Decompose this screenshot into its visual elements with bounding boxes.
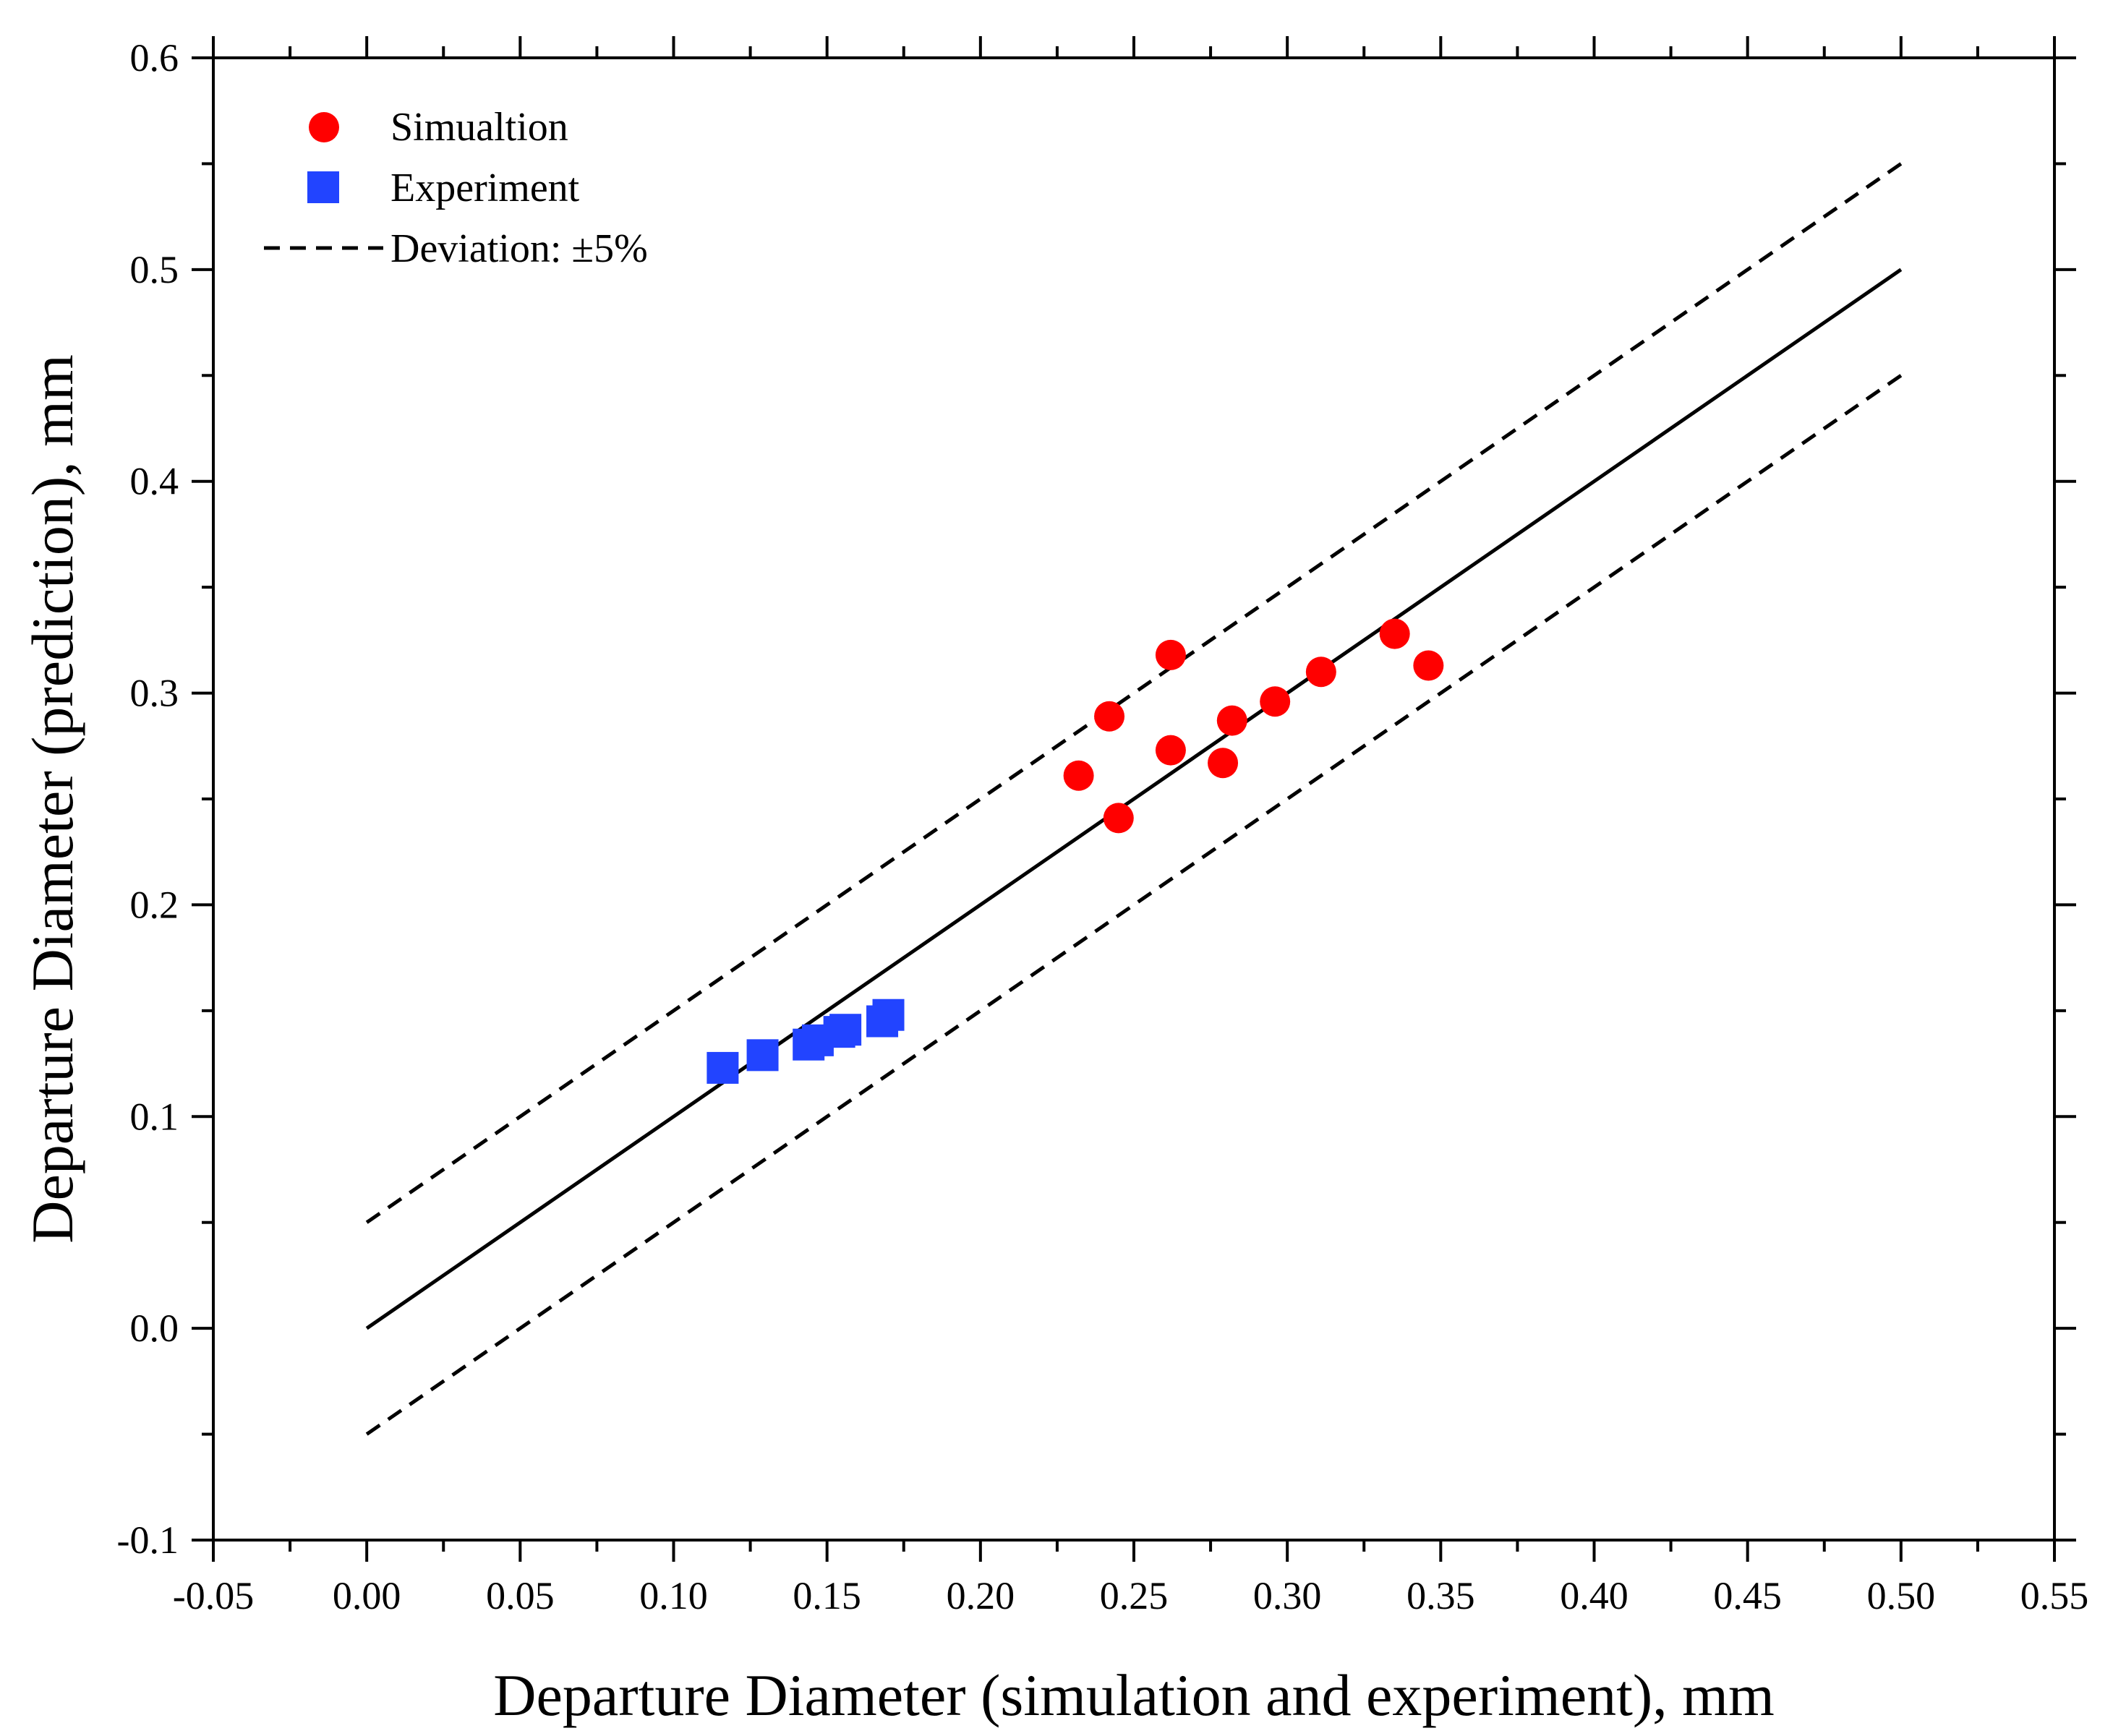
y-tick-label: -0.1 <box>117 1518 179 1562</box>
experiment-point <box>872 999 905 1031</box>
x-tick-label: 0.00 <box>333 1574 401 1617</box>
simulation-point <box>1260 686 1291 717</box>
x-axis-title: Departure Diameter (simulation and exper… <box>493 1662 1775 1728</box>
y-tick-label: 0.6 <box>130 36 179 80</box>
identity-line <box>365 268 1903 1330</box>
legend-label-deviation: Deviation: ±5% <box>390 226 648 271</box>
x-tick-label: 0.40 <box>1560 1574 1628 1617</box>
deviation-line <box>365 374 1903 1436</box>
simulation-point <box>1208 748 1239 779</box>
x-tick-label: 0.25 <box>1100 1574 1169 1617</box>
legend-marker-experiment <box>307 171 339 203</box>
simulation-point <box>1379 618 1410 649</box>
x-tick-label: 0.15 <box>793 1574 861 1617</box>
simulation-point <box>1103 803 1134 834</box>
x-tick-label: 0.35 <box>1406 1574 1475 1617</box>
experiment-point <box>746 1039 779 1072</box>
x-tick-label: 0.05 <box>486 1574 555 1617</box>
x-tick-label: 0.10 <box>639 1574 708 1617</box>
deviation-line <box>365 162 1903 1224</box>
legend-marker-simulation <box>309 112 339 142</box>
y-tick-label: 0.5 <box>130 248 179 291</box>
axis-ticks <box>192 36 2076 1562</box>
y-tick-label: 0.3 <box>130 672 179 715</box>
y-tick-label: 0.0 <box>130 1307 179 1350</box>
simulation-point <box>1155 735 1186 766</box>
experiment-point <box>707 1051 739 1084</box>
y-tick-label: 0.4 <box>130 460 179 503</box>
x-tick-label: -0.05 <box>173 1574 254 1617</box>
legend: Simualtion Experiment Deviation: ±5% <box>264 105 648 271</box>
y-tick-label: 0.1 <box>130 1095 179 1138</box>
simulation-point <box>1063 760 1094 791</box>
simulation-point <box>1305 657 1336 688</box>
x-tick-label: 0.55 <box>2020 1574 2089 1617</box>
simulation-point <box>1216 705 1247 736</box>
legend-label-experiment: Experiment <box>390 166 580 210</box>
experiment-point <box>829 1014 862 1046</box>
x-tick-label: 0.45 <box>1713 1574 1782 1617</box>
x-tick-label: 0.30 <box>1253 1574 1322 1617</box>
legend-label-simulation: Simualtion <box>390 105 568 150</box>
data-points <box>707 618 1444 1084</box>
x-tick-label: 0.20 <box>947 1574 1015 1617</box>
y-axis-title: Departure Diameter (prediction), mm <box>20 354 85 1243</box>
simulation-point <box>1413 650 1444 681</box>
reference-lines <box>365 162 1903 1436</box>
simulation-point <box>1094 701 1125 732</box>
y-tick-label: 0.2 <box>130 883 179 926</box>
x-tick-label: 0.50 <box>1867 1574 1936 1617</box>
axis-tick-labels: -0.05 0.00 0.05 0.10 0.15 0.20 0.25 0.30 0.35 0.4… <box>117 36 2089 1617</box>
simulation-point <box>1155 639 1186 670</box>
